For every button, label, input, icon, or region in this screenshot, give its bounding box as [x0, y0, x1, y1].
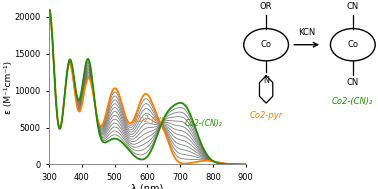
- Text: OR: OR: [260, 2, 273, 11]
- Text: Co: Co: [260, 40, 272, 49]
- Text: Co2-(CN)₂: Co2-(CN)₂: [332, 97, 373, 106]
- Text: N: N: [263, 76, 269, 85]
- Y-axis label: ε (M⁻¹cm⁻¹): ε (M⁻¹cm⁻¹): [4, 60, 13, 114]
- Text: CN: CN: [347, 78, 359, 87]
- X-axis label: λ (nm): λ (nm): [131, 183, 164, 189]
- Text: Co2-pyr: Co2-pyr: [134, 115, 164, 124]
- Text: Co2-(CN)₂: Co2-(CN)₂: [185, 119, 223, 128]
- Text: Co: Co: [347, 40, 358, 49]
- Text: KCN: KCN: [298, 28, 315, 37]
- Text: Co2-pyr: Co2-pyr: [249, 111, 283, 119]
- Text: CN: CN: [347, 2, 359, 11]
